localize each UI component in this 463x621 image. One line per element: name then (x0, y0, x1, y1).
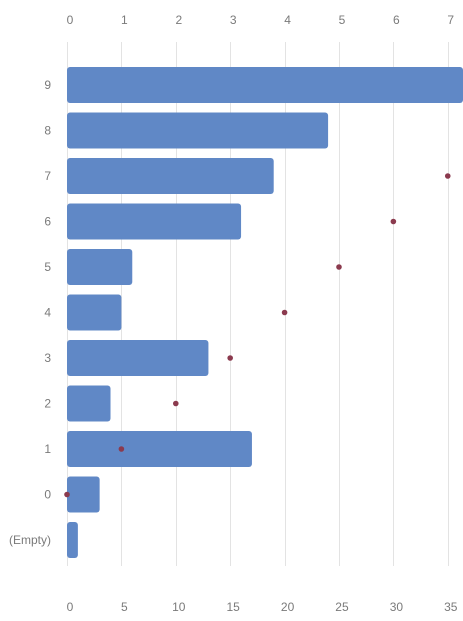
category-label-2: 2 (44, 397, 51, 411)
point-4 (281, 309, 288, 316)
category-label-7: 7 (44, 169, 51, 183)
top-tick-label-0: 0 (67, 13, 74, 27)
bar-layer (67, 67, 463, 558)
point-1 (118, 446, 125, 452)
category-label-9: 9 (44, 78, 51, 92)
category-label-empty: (Empty) (9, 533, 51, 547)
category-label-6: 6 (44, 215, 51, 229)
point-3 (227, 355, 233, 361)
bar-6 (67, 203, 242, 240)
top-tick-label-2: 2 (175, 13, 182, 27)
bottom-tick-label-15: 15 (227, 600, 241, 614)
top-tick-label-7: 7 (447, 13, 454, 27)
bar-7 (67, 158, 274, 194)
category-label-4: 4 (44, 306, 51, 320)
point-0 (64, 491, 70, 498)
point-2 (172, 400, 179, 407)
bar-4 (67, 294, 122, 331)
top-tick-label-5: 5 (339, 13, 346, 27)
top-tick-label-6: 6 (393, 13, 400, 27)
category-label-5: 5 (44, 260, 51, 274)
bar-0 (67, 476, 100, 513)
bottom-tick-label-30: 30 (390, 600, 404, 614)
point-5 (336, 264, 342, 270)
top-axis: 0 1 2 3 4 5 6 7 (67, 13, 455, 27)
bottom-tick-label-5: 5 (121, 600, 128, 614)
bottom-tick-label-35: 35 (444, 600, 458, 614)
bottom-axis: 0 5 10 15 20 25 30 35 (67, 600, 458, 614)
bar-5 (67, 249, 133, 285)
bottom-tick-label-20: 20 (281, 600, 295, 614)
bottom-tick-label-10: 10 (172, 600, 186, 614)
bar-9 (67, 67, 463, 103)
bar-1 (67, 431, 252, 467)
bar-empty (67, 522, 78, 558)
category-label-3: 3 (44, 351, 51, 365)
top-tick-label-4: 4 (284, 13, 291, 27)
bar-8 (67, 112, 329, 149)
dot-layer (64, 173, 451, 498)
category-label-0: 0 (44, 488, 51, 502)
bar-2 (67, 385, 111, 422)
point-6 (390, 218, 397, 225)
category-label-1: 1 (44, 442, 51, 456)
category-label-8: 8 (44, 124, 51, 138)
top-tick-label-1: 1 (121, 13, 128, 27)
top-tick-label-3: 3 (230, 13, 237, 27)
category-axis: 9 8 7 6 5 4 3 2 1 0 (Empty) (9, 78, 51, 547)
bar-3 (67, 340, 209, 376)
bottom-tick-label-0: 0 (67, 600, 74, 614)
bottom-tick-label-25: 25 (335, 600, 349, 614)
point-7 (444, 173, 451, 179)
